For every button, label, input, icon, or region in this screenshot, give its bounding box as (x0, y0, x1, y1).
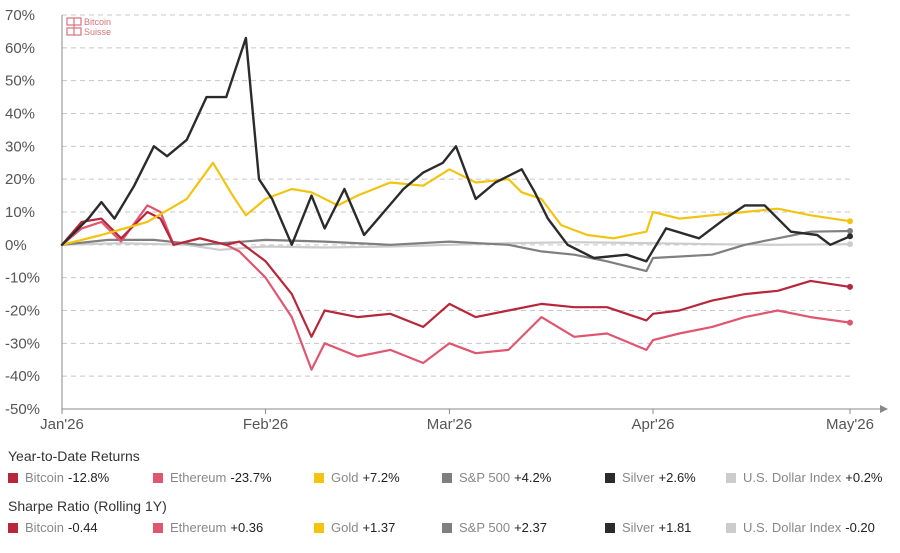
legend-label: Silver (622, 520, 655, 535)
y-tick-label: -40% (5, 368, 40, 385)
legend-label: U.S. Dollar Index (743, 520, 842, 535)
legend-value: -23.7% (230, 470, 272, 485)
legend-item: S&P 500 +2.37 (442, 520, 547, 535)
series-end-marker (847, 233, 853, 240)
legend-item: Bitcoin -12.8% (8, 470, 109, 485)
legend-swatch-icon (442, 472, 452, 483)
y-tick-label: -30% (5, 335, 40, 352)
line-chart: -50% -40% -30% -20% -10% 0% 10% 20% 30% 40% 50% 60%… (5, 7, 888, 433)
legend-value: +7.2% (362, 470, 400, 485)
legend-item: Silver +2.6% (605, 470, 696, 485)
y-tick-label: 70% (5, 7, 35, 24)
legend-label: Bitcoin (25, 520, 65, 535)
legend-label: Ethereum (170, 520, 227, 535)
y-tick-label: -10% (5, 270, 40, 287)
y-tick-label: 50% (5, 73, 35, 90)
series-end-marker (847, 283, 853, 290)
axis-layer: -50% -40% -30% -20% -10% 0% 10% 20% 30% 40% 50% 60%… (5, 7, 888, 433)
x-tick-label: Jan'26 (40, 416, 84, 433)
legend-value: +4.2% (514, 470, 552, 485)
legend-section-title: Sharpe Ratio (Rolling 1Y) (8, 498, 167, 514)
legend-value: -0.20 (845, 520, 875, 535)
legend-swatch-icon (605, 472, 615, 483)
legend-section-title: Year-to-Date Returns (8, 448, 140, 464)
series-end-marker (847, 241, 853, 248)
legend-item: Ethereum -23.7% (153, 470, 272, 485)
legend-swatch-icon (605, 522, 615, 533)
grid-layer (62, 14, 850, 410)
y-tick-label: 30% (5, 138, 35, 155)
legend-item: Silver +1.81 (605, 520, 691, 535)
legend-label: Bitcoin (25, 470, 65, 485)
bitcoin-suisse-logo: Bitcoin Suisse (66, 17, 111, 37)
legend-swatch-icon (314, 522, 324, 533)
series-line-gold (60, 161, 852, 246)
legend-value: -0.44 (68, 520, 98, 535)
legend-item: U.S. Dollar Index -0.20 (726, 520, 875, 535)
y-tick-label: 0% (5, 237, 27, 254)
legend-value: +1.81 (658, 520, 692, 535)
y-tick-label: -20% (5, 303, 40, 320)
legend-row: Bitcoin -12.8% Ethereum -23.7% Gold +7.2% S&P … (8, 470, 898, 488)
legend-item: Gold +1.37 (314, 520, 395, 535)
legend-swatch-icon (153, 522, 163, 533)
legend-item: U.S. Dollar Index +0.2% (726, 470, 883, 485)
series-layer (60, 36, 853, 371)
y-tick-label: 60% (5, 40, 35, 57)
x-tick-label: Mar'26 (427, 416, 472, 433)
series-line-u-s-dollar-index (60, 241, 852, 251)
legend-item: Ethereum +0.36 (153, 520, 263, 535)
legend-value: +2.6% (658, 470, 696, 485)
legend-swatch-icon (726, 522, 736, 533)
series-line-silver (60, 36, 852, 263)
legend-swatch-icon (8, 522, 18, 533)
legend-label: Gold (331, 470, 359, 485)
y-tick-label: 40% (5, 106, 35, 123)
series-line-ethereum (60, 204, 852, 371)
x-tick-label: Apr'26 (632, 416, 675, 433)
legend-swatch-icon (726, 472, 736, 483)
legend-label: Gold (331, 520, 359, 535)
logo-line2: Suisse (84, 27, 111, 37)
legend-label: S&P 500 (459, 520, 511, 535)
y-tick-label: 20% (5, 171, 35, 188)
legend-label: S&P 500 (459, 470, 511, 485)
legend-value: +1.37 (362, 520, 396, 535)
series-line-bitcoin (60, 210, 852, 338)
legend-item: Gold +7.2% (314, 470, 400, 485)
legend-item: S&P 500 +4.2% (442, 470, 551, 485)
legend-value: +2.37 (514, 520, 547, 535)
logo-line1: Bitcoin (84, 17, 111, 27)
x-axis-arrow-icon (880, 405, 888, 413)
legend-label: Silver (622, 470, 655, 485)
legend-label: U.S. Dollar Index (743, 470, 842, 485)
legend-value: +0.36 (230, 520, 264, 535)
legend-swatch-icon (314, 472, 324, 483)
series-line-s-p-500 (60, 229, 852, 273)
x-tick-label: May'26 (826, 416, 874, 433)
legend-label: Ethereum (170, 470, 227, 485)
series-end-marker (847, 218, 853, 225)
legend-swatch-icon (442, 522, 452, 533)
series-end-marker (847, 228, 853, 235)
legend-swatch-icon (153, 472, 163, 483)
legend-value: -12.8% (68, 470, 110, 485)
series-end-marker (847, 319, 853, 326)
legend-item: Bitcoin -0.44 (8, 520, 98, 535)
y-tick-label: -50% (5, 401, 40, 418)
x-tick-label: Feb'26 (243, 416, 288, 433)
legend-row: Bitcoin -0.44 Ethereum +0.36 Gold +1.37 S&P 50… (8, 520, 898, 538)
legend-value: +0.2% (845, 470, 883, 485)
y-tick-label: 10% (5, 204, 35, 221)
legend-swatch-icon (8, 472, 18, 483)
